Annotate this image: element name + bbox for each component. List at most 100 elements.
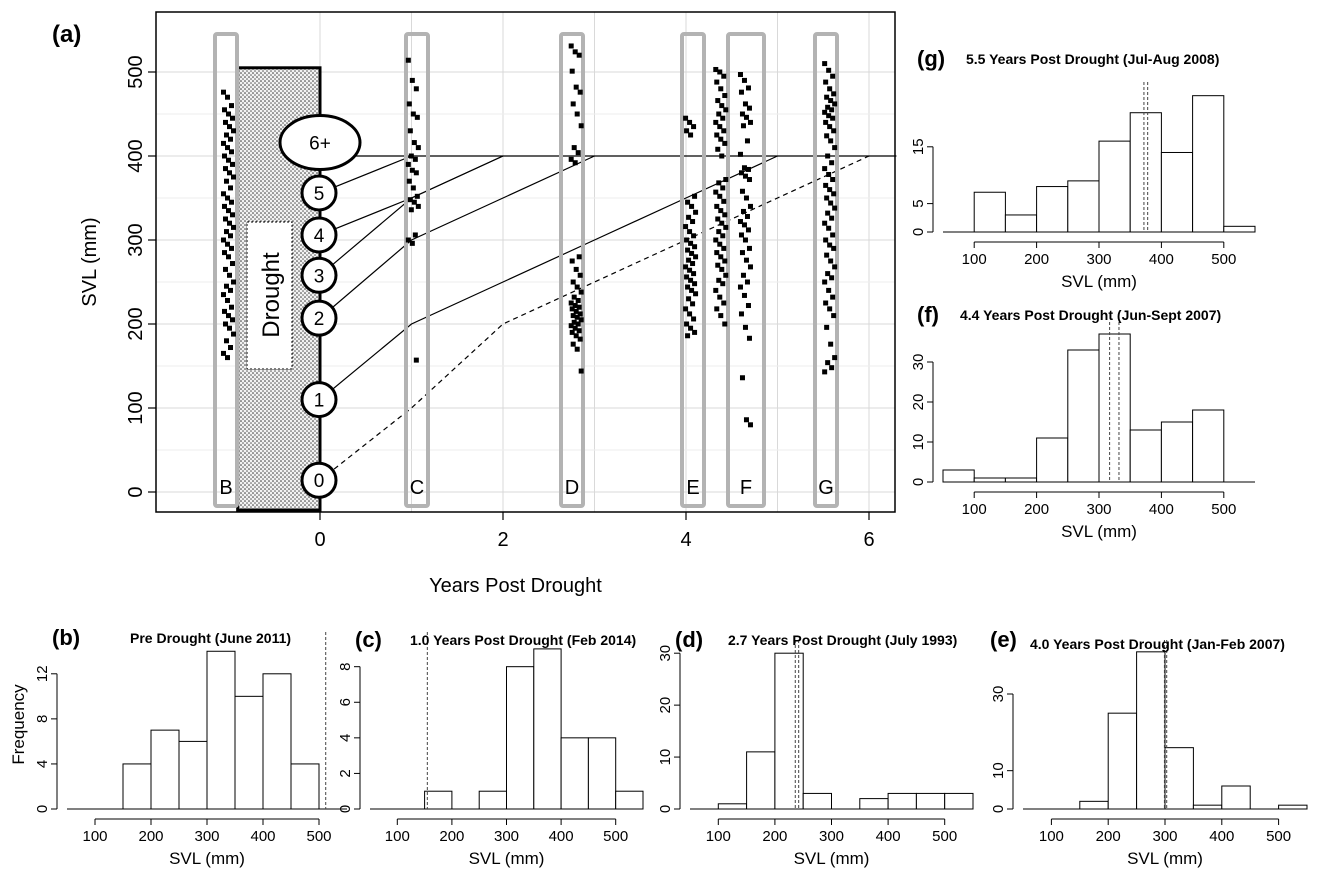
- data-point-C: [413, 170, 419, 176]
- data-point-F: [746, 177, 752, 183]
- data-point-D: [574, 111, 580, 117]
- data-point-E: [692, 329, 698, 335]
- y-tick-label-a: 500: [125, 55, 147, 88]
- y-tick-label: 4: [34, 760, 51, 768]
- data-point-D: [577, 89, 583, 95]
- data-point-G: [832, 205, 838, 211]
- x-axis-label: SVL (mm): [1061, 272, 1137, 291]
- data-point-E-F: [713, 237, 719, 243]
- y-axis-label: Frequency: [9, 684, 28, 765]
- data-point-G: [826, 287, 832, 293]
- y-tick-label: 5: [910, 199, 927, 207]
- data-point-E-F: [717, 69, 723, 75]
- sample-box-label-G: G: [818, 477, 834, 499]
- y-tick-label: 15: [910, 138, 927, 155]
- data-point-D: [576, 304, 582, 310]
- data-point-D: [568, 300, 574, 306]
- data-point-F: [747, 264, 753, 270]
- x-tick-label: 400: [1209, 828, 1234, 845]
- data-point-G: [827, 86, 833, 92]
- data-point-G: [824, 195, 830, 201]
- y-tick-label-a: 100: [125, 391, 147, 424]
- data-point-G: [832, 101, 838, 107]
- panel-f: 100 200 300 400 500 SVL (mm) 0 10 20 30 (f) 4.4 Yea…: [910, 302, 1255, 541]
- data-point-C: [405, 57, 411, 63]
- y-tick-label: 0: [910, 228, 927, 236]
- panel-g: 100 200 300 400 500 SVL (mm) 0 5 15 (g) 5.5 Years …: [910, 46, 1256, 291]
- data-point-G: [831, 128, 837, 134]
- data-point-B: [229, 199, 234, 205]
- data-point-B: [222, 107, 227, 113]
- data-point-D: [570, 313, 576, 319]
- data-point-F: [746, 245, 752, 251]
- data-point-F: [737, 219, 743, 225]
- data-point-D: [569, 68, 575, 74]
- data-point-G: [823, 182, 829, 188]
- data-point-B: [229, 304, 234, 310]
- data-point-F: [737, 151, 743, 157]
- growth-line-1: [319, 155, 595, 319]
- data-point-E-F: [716, 180, 722, 186]
- data-point-E-F: [720, 115, 726, 121]
- panel-label-a: (a): [52, 21, 81, 48]
- data-point-E-F: [718, 208, 724, 214]
- data-point-F: [744, 213, 750, 219]
- hist-bar: [887, 792, 917, 810]
- panel-label: (b): [52, 625, 80, 650]
- data-point-B: [221, 191, 226, 197]
- panel-label: (e): [990, 627, 1017, 652]
- data-point-F: [745, 227, 751, 233]
- age-class-label: 0: [314, 471, 325, 492]
- x-tick-label: 300: [194, 828, 219, 845]
- data-point-B: [223, 119, 228, 125]
- sample-box-label-F: F: [740, 477, 752, 499]
- x-axis-label: SVL (mm): [169, 849, 245, 868]
- data-point-E-F: [717, 241, 723, 247]
- data-point-D: [572, 160, 578, 166]
- hist-bar: [506, 666, 535, 810]
- x-tick-label-a: 4: [680, 529, 691, 551]
- panel-title: 4.4 Years Post Drought (Jun-Sept 2007): [960, 307, 1221, 323]
- data-point-F: [740, 208, 746, 214]
- data-point-F: [747, 119, 753, 125]
- hist-bar: [859, 798, 889, 810]
- data-point-C: [408, 207, 414, 213]
- data-point-G: [826, 225, 832, 231]
- data-point-C: [409, 77, 415, 83]
- hist-bar: [615, 790, 644, 810]
- data-point-B: [221, 350, 226, 356]
- data-point-E-F: [718, 136, 724, 142]
- data-point-E: [689, 287, 695, 293]
- data-point-E: [687, 229, 693, 235]
- data-point-G: [826, 171, 832, 177]
- data-point-D: [568, 156, 574, 162]
- data-point-D: [572, 325, 578, 331]
- panel-label: (d): [675, 627, 703, 652]
- data-point-B: [221, 292, 226, 298]
- hist-bar: [1164, 747, 1194, 810]
- data-point-G: [824, 324, 830, 330]
- x-tick-label: 100: [82, 828, 107, 845]
- data-point-B: [226, 157, 231, 163]
- data-point-F: [743, 417, 749, 423]
- data-point-B: [225, 241, 230, 247]
- panel-c: 100 200 300 400 500 SVL (mm) 0 2 4 6 8 (c) 1.0 Years…: [337, 627, 644, 868]
- data-point-G: [822, 61, 828, 67]
- data-point-D: [571, 294, 577, 300]
- data-point-E-F: [722, 321, 728, 327]
- data-point-F: [739, 188, 745, 194]
- sample-box-label-C: C: [410, 477, 424, 499]
- sample-box-F: [726, 32, 766, 508]
- data-point-C: [408, 153, 414, 159]
- data-point-E-F: [715, 216, 721, 222]
- y-tick-label: 12: [34, 665, 51, 682]
- data-point-E-F: [722, 140, 728, 146]
- data-point-F: [740, 123, 746, 129]
- x-tick-label: 500: [932, 828, 957, 845]
- hist-bar: [1107, 712, 1138, 810]
- data-point-F: [738, 89, 744, 95]
- data-point-E: [686, 214, 692, 220]
- data-point-D: [569, 306, 575, 312]
- hist-bar: [1192, 804, 1223, 810]
- data-point-E-F: [716, 111, 722, 117]
